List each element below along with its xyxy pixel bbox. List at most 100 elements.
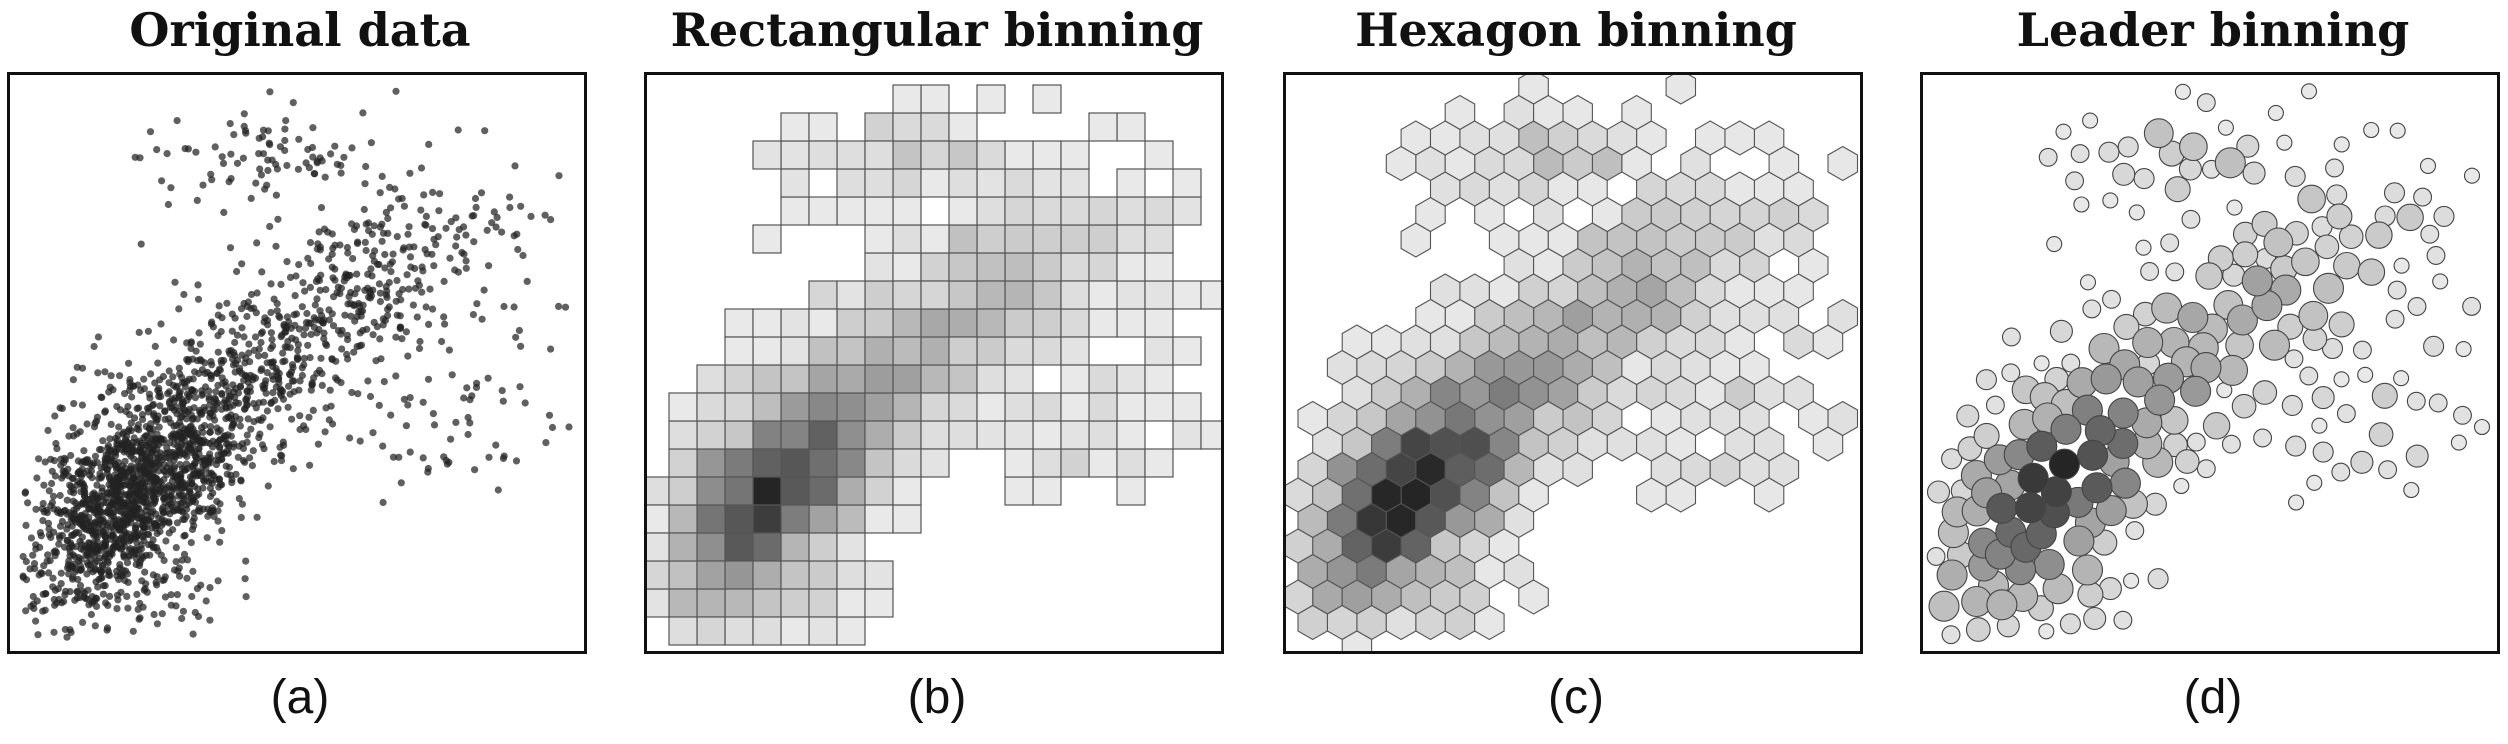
data-point — [445, 346, 453, 354]
data-point — [195, 329, 203, 337]
rect-bin — [752, 588, 782, 618]
data-point — [191, 394, 199, 402]
data-point — [57, 461, 65, 469]
leader-bin — [2288, 494, 2305, 511]
rect-bin — [892, 364, 922, 394]
data-point — [353, 343, 361, 351]
data-point — [458, 248, 466, 257]
hex-bin — [1636, 477, 1667, 513]
data-point — [228, 327, 236, 335]
data-point — [376, 335, 384, 343]
data-point — [178, 374, 186, 382]
data-point — [114, 596, 122, 604]
rect-bin — [808, 420, 838, 450]
data-point — [204, 512, 212, 520]
data-point — [406, 448, 414, 456]
leader-bin — [2174, 449, 2200, 474]
data-point — [454, 126, 462, 134]
leader-bin — [2026, 430, 2058, 462]
rect-bin — [1172, 420, 1202, 450]
data-point — [223, 299, 231, 307]
data-point — [478, 315, 486, 323]
rect-bin — [752, 392, 782, 422]
data-point — [294, 355, 302, 364]
rect-bin — [696, 364, 726, 394]
data-point — [194, 471, 202, 479]
data-point — [305, 413, 313, 421]
rect-bin — [1200, 280, 1221, 310]
data-point — [68, 531, 76, 539]
rect-bin — [1060, 420, 1090, 450]
data-point — [241, 575, 249, 583]
leader-bin — [2112, 162, 2136, 186]
data-point — [337, 284, 345, 292]
data-point — [462, 264, 470, 272]
data-point — [483, 226, 491, 234]
rect-bin — [647, 560, 670, 590]
data-point — [206, 584, 214, 592]
rect-bin — [1172, 168, 1202, 198]
data-point — [254, 352, 263, 360]
data-point — [67, 515, 75, 523]
data-point — [258, 328, 266, 336]
data-point — [356, 329, 364, 337]
data-point — [462, 231, 470, 239]
hex-bin — [1650, 400, 1682, 437]
data-point — [325, 316, 333, 324]
data-point — [415, 281, 423, 289]
data-point — [183, 574, 191, 582]
data-point — [117, 545, 125, 553]
rect-bin — [724, 616, 754, 646]
data-point — [359, 109, 367, 117]
data-point — [78, 401, 86, 409]
data-point — [512, 457, 521, 465]
data-point — [355, 299, 363, 308]
data-point — [402, 422, 410, 430]
rect-bin — [1032, 196, 1062, 226]
rect-bin — [864, 420, 894, 450]
data-point — [143, 432, 151, 440]
data-point — [344, 249, 352, 257]
data-point — [100, 555, 108, 563]
data-point — [488, 219, 496, 227]
data-point — [247, 194, 255, 202]
data-point — [51, 412, 59, 420]
rect-bin — [976, 308, 1006, 338]
data-point — [318, 312, 326, 320]
data-point — [202, 597, 210, 605]
data-point — [103, 626, 111, 634]
rect-bin — [976, 392, 1006, 422]
data-point — [38, 505, 46, 513]
rect-bin — [976, 224, 1006, 254]
data-point — [123, 559, 132, 567]
leader-bin — [2365, 221, 2393, 249]
data-point — [389, 453, 398, 461]
data-point — [79, 480, 87, 488]
data-point — [295, 325, 303, 333]
data-point — [27, 534, 35, 542]
data-point — [470, 238, 478, 246]
data-point — [232, 413, 240, 421]
data-point — [24, 499, 32, 507]
leader-bin — [2450, 434, 2467, 451]
data-point — [145, 390, 153, 398]
data-point — [140, 375, 148, 383]
rect-bin — [808, 196, 838, 226]
data-point — [63, 496, 71, 504]
rect-bin — [1060, 392, 1090, 422]
data-point — [452, 418, 460, 426]
rect-bin — [724, 588, 754, 618]
data-point — [90, 523, 98, 531]
data-point — [277, 280, 285, 288]
rect-bin — [948, 140, 978, 170]
rect-bin — [1004, 140, 1034, 170]
data-point — [400, 202, 408, 210]
leader-bin — [2071, 554, 2104, 586]
data-point — [448, 371, 456, 379]
data-point — [422, 212, 430, 220]
data-point — [274, 215, 282, 223]
data-point — [32, 505, 40, 513]
data-point — [35, 455, 43, 463]
rect-bin — [864, 224, 894, 254]
rect-bin — [948, 224, 978, 254]
